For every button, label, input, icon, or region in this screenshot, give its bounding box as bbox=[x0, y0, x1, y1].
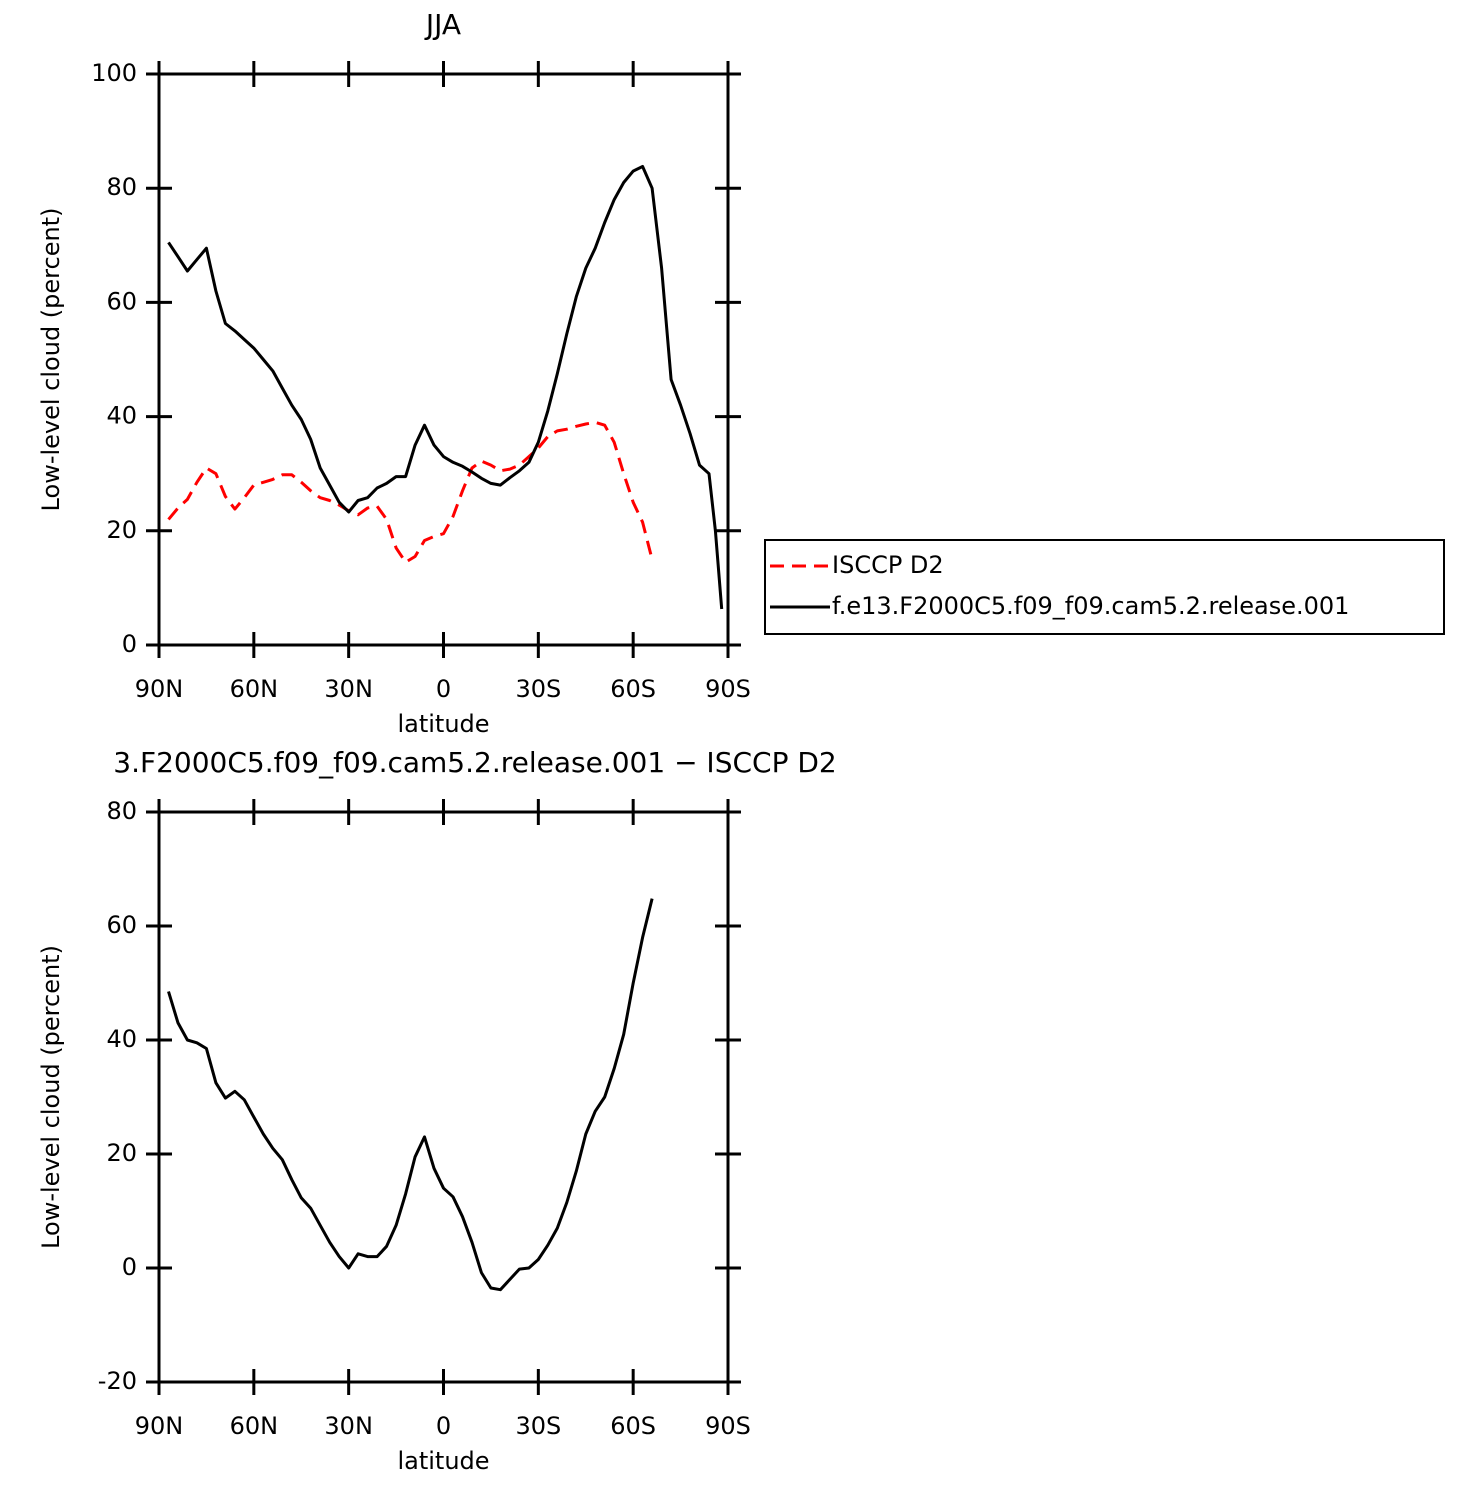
y-tick-label: 80 bbox=[106, 173, 137, 201]
y-axis-label: Low-level cloud (percent) bbox=[37, 945, 65, 1249]
x-tick-label: 60S bbox=[610, 675, 656, 703]
y-axis-label: Low-level cloud (percent) bbox=[37, 208, 65, 512]
series-line bbox=[167, 165, 724, 610]
x-tick-label: 90N bbox=[135, 675, 184, 703]
y-tick-label: 60 bbox=[106, 911, 137, 939]
x-tick-label: 60N bbox=[230, 675, 279, 703]
x-tick-label: 30N bbox=[324, 1412, 373, 1440]
y-tick-label: 20 bbox=[106, 1139, 137, 1167]
legend-label: ISCCP D2 bbox=[832, 551, 944, 579]
x-tick-label: 60N bbox=[230, 1412, 279, 1440]
y-tick-label: 40 bbox=[106, 1025, 137, 1053]
x-tick-label: 90N bbox=[135, 1412, 184, 1440]
plot-frame bbox=[157, 810, 730, 1384]
legend-label: f.e13.F2000C5.f09_f09.cam5.2.release.001 bbox=[832, 592, 1349, 620]
x-axis-label: latitude bbox=[397, 710, 489, 738]
y-tick-label: 0 bbox=[122, 630, 137, 658]
chart-title: 3.F2000C5.f09_f09.cam5.2.release.001 − I… bbox=[113, 746, 836, 779]
y-tick-label: 100 bbox=[91, 59, 137, 87]
x-tick-label: 0 bbox=[436, 675, 451, 703]
x-axis-label: latitude bbox=[397, 1447, 489, 1475]
plot-frame bbox=[157, 72, 730, 647]
x-tick-label: 30S bbox=[515, 1412, 561, 1440]
y-tick-label: 20 bbox=[106, 516, 137, 544]
y-tick-label: -20 bbox=[98, 1367, 137, 1395]
y-tick-label: 80 bbox=[106, 797, 137, 825]
y-tick-label: 0 bbox=[122, 1253, 137, 1281]
x-tick-label: 90S bbox=[705, 1412, 751, 1440]
x-tick-label: 60S bbox=[610, 1412, 656, 1440]
y-tick-label: 40 bbox=[106, 402, 137, 430]
x-tick-label: 30S bbox=[515, 675, 561, 703]
data-line bbox=[167, 898, 654, 1292]
x-tick-label: 0 bbox=[436, 1412, 451, 1440]
x-tick-label: 90S bbox=[705, 675, 751, 703]
chart-title: JJA bbox=[424, 8, 461, 41]
legend-box bbox=[764, 539, 1445, 635]
x-tick-label: 30N bbox=[324, 675, 373, 703]
y-tick-label: 60 bbox=[106, 287, 137, 315]
series-line bbox=[167, 420, 654, 564]
